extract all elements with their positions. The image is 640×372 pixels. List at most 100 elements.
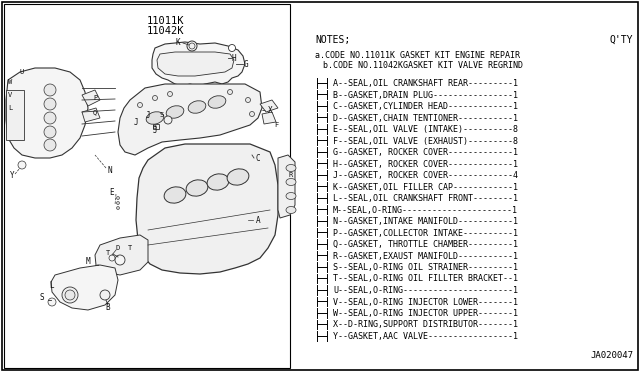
Text: N: N [108, 166, 112, 174]
Text: b.CODE NO.11042KGASKET KIT VALVE REGRIND: b.CODE NO.11042KGASKET KIT VALVE REGRIND [323, 61, 523, 70]
Ellipse shape [207, 174, 229, 190]
Bar [4, 4, 290, 368]
Ellipse shape [188, 101, 206, 113]
Text: B: B [106, 304, 110, 312]
Text: E: E [109, 187, 115, 196]
Text: M: M [86, 257, 90, 266]
Circle shape [187, 41, 197, 51]
Ellipse shape [286, 206, 296, 214]
Text: T: T [106, 250, 110, 256]
Polygon shape [95, 235, 148, 275]
Circle shape [116, 202, 120, 205]
Polygon shape [152, 42, 245, 86]
Text: P--GASKET,COLLECTOR INTAKE----------1: P--GASKET,COLLECTOR INTAKE----------1 [333, 228, 518, 237]
Text: A: A [256, 215, 260, 224]
Text: C: C [256, 154, 260, 163]
Polygon shape [260, 100, 278, 112]
Text: K--GASKET,OIL FILLER CAP------------1: K--GASKET,OIL FILLER CAP------------1 [333, 183, 518, 192]
Text: 11011K: 11011K [147, 16, 184, 26]
Text: Y: Y [10, 170, 14, 180]
Text: P: P [93, 95, 97, 101]
Ellipse shape [146, 112, 164, 124]
Circle shape [44, 98, 56, 110]
Circle shape [116, 196, 120, 199]
Bar [153, 124, 159, 129]
Text: H: H [232, 54, 236, 62]
Text: E--SEAL,OIL VALVE (INTAKE)----------8: E--SEAL,OIL VALVE (INTAKE)----------8 [333, 125, 518, 134]
Circle shape [44, 139, 56, 151]
Polygon shape [136, 144, 278, 274]
Ellipse shape [164, 187, 186, 203]
Text: T--SEAL,O-RING OIL FILLTER BRACKET--1: T--SEAL,O-RING OIL FILLTER BRACKET--1 [333, 275, 518, 283]
Circle shape [246, 97, 250, 103]
Text: X: X [268, 106, 272, 115]
Circle shape [227, 90, 232, 94]
Text: V: V [8, 92, 12, 98]
Text: L: L [8, 105, 12, 111]
Circle shape [100, 290, 110, 300]
Text: Q--GASKET, THROTTLE CHAMBER---------1: Q--GASKET, THROTTLE CHAMBER---------1 [333, 240, 518, 249]
Text: U--SEAL,O-RING----------------------1: U--SEAL,O-RING----------------------1 [333, 286, 518, 295]
Text: L--SEAL,OIL CRANKSHAFT FRONT--------1: L--SEAL,OIL CRANKSHAFT FRONT--------1 [333, 194, 518, 203]
Text: 11042K: 11042K [147, 26, 184, 36]
Text: S: S [40, 294, 44, 302]
Ellipse shape [286, 192, 296, 199]
Circle shape [152, 96, 157, 100]
Text: F--SEAL,OIL VALVE (EXHAUST)---------8: F--SEAL,OIL VALVE (EXHAUST)---------8 [333, 137, 518, 145]
Text: B--GASKET,DRAIN PLUG----------------1: B--GASKET,DRAIN PLUG----------------1 [333, 90, 518, 99]
Text: C--GASKET,CYLINDER HEAD-------------1: C--GASKET,CYLINDER HEAD-------------1 [333, 102, 518, 111]
Circle shape [116, 206, 120, 209]
Ellipse shape [286, 164, 296, 171]
Text: Y--GASKET,AAC VALVE-----------------1: Y--GASKET,AAC VALVE-----------------1 [333, 332, 518, 341]
Text: a.CODE NO.11011K GASKET KIT ENGINE REPAIR: a.CODE NO.11011K GASKET KIT ENGINE REPAI… [315, 51, 520, 60]
Text: H--GASKET, ROCKER COVER-------------1: H--GASKET, ROCKER COVER-------------1 [333, 160, 518, 169]
Ellipse shape [208, 96, 226, 108]
Text: D--GASKET,CHAIN TENTIONER-----------1: D--GASKET,CHAIN TENTIONER-----------1 [333, 113, 518, 122]
Text: D: D [116, 245, 120, 251]
Circle shape [48, 298, 56, 306]
Circle shape [95, 265, 101, 271]
Circle shape [189, 43, 195, 49]
Text: S--SEAL,O-RING OIL STRAINER---------1: S--SEAL,O-RING OIL STRAINER---------1 [333, 263, 518, 272]
Text: W: W [8, 79, 12, 85]
Text: B: B [152, 125, 156, 129]
Polygon shape [157, 52, 234, 76]
Circle shape [65, 290, 75, 300]
Polygon shape [6, 68, 88, 158]
Text: K: K [176, 38, 180, 46]
Ellipse shape [166, 106, 184, 118]
Text: V--SEAL,O-RING INJECTOR LOWER-------1: V--SEAL,O-RING INJECTOR LOWER-------1 [333, 298, 518, 307]
Polygon shape [262, 112, 276, 124]
Circle shape [168, 92, 173, 96]
Text: U: U [20, 69, 24, 75]
Text: A--SEAL,OIL CRANKSHAFT REAR---------1: A--SEAL,OIL CRANKSHAFT REAR---------1 [333, 79, 518, 88]
Text: F: F [274, 122, 278, 128]
Circle shape [44, 84, 56, 96]
Polygon shape [118, 84, 262, 155]
Text: L: L [50, 280, 54, 289]
Text: R--GASKET,EXAUST MANIFOLD-----------1: R--GASKET,EXAUST MANIFOLD-----------1 [333, 251, 518, 260]
Polygon shape [278, 155, 295, 218]
Circle shape [109, 255, 115, 261]
Text: R: R [289, 172, 293, 178]
Polygon shape [51, 265, 118, 310]
Circle shape [62, 287, 78, 303]
Circle shape [44, 112, 56, 124]
Polygon shape [82, 90, 100, 106]
Text: W--SEAL,O-RING INJECTOR UPPER-------1: W--SEAL,O-RING INJECTOR UPPER-------1 [333, 309, 518, 318]
Text: JA020047: JA020047 [590, 351, 633, 360]
Text: NOTES;: NOTES; [315, 35, 350, 45]
Text: G: G [244, 60, 248, 68]
Polygon shape [82, 108, 100, 122]
Text: J: J [146, 110, 150, 119]
Bar [6, 90, 24, 140]
Text: Q: Q [93, 109, 97, 115]
Text: J--GASKET, ROCKER COVER-------------4: J--GASKET, ROCKER COVER-------------4 [333, 171, 518, 180]
Circle shape [250, 112, 255, 116]
Text: T: T [128, 245, 132, 251]
Text: N--GASKET,INTAKE MANIFOLD-----------1: N--GASKET,INTAKE MANIFOLD-----------1 [333, 217, 518, 226]
Text: X--D-RING,SUPPORT DISTRIBUTOR-------1: X--D-RING,SUPPORT DISTRIBUTOR-------1 [333, 321, 518, 330]
Circle shape [164, 116, 172, 124]
Text: J: J [153, 125, 157, 135]
Text: M--SEAL,O-RING----------------------1: M--SEAL,O-RING----------------------1 [333, 205, 518, 215]
